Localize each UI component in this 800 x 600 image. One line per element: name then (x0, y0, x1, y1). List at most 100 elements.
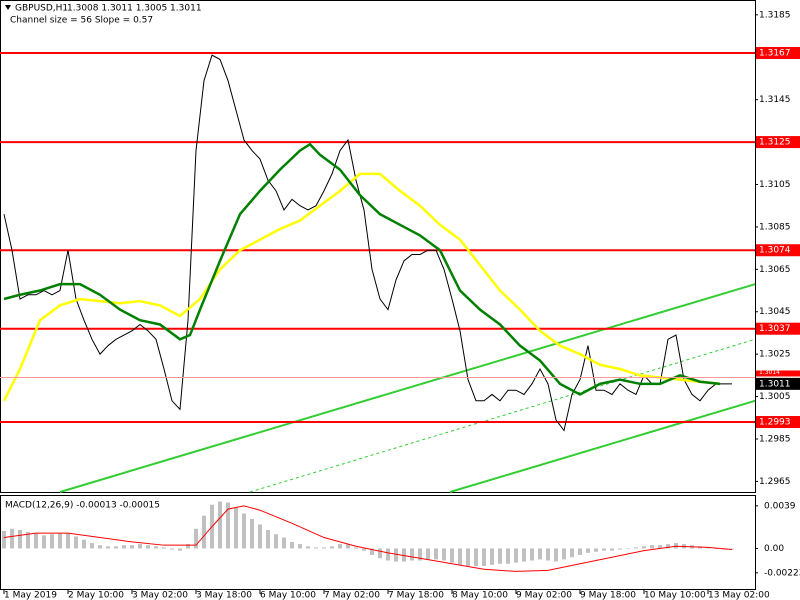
histogram-bar (26, 532, 30, 549)
signal-line (3, 505, 733, 572)
ohlc-text: 1.3008 1.3011 1.3005 1.3011 (67, 4, 202, 14)
price-line (3, 54, 732, 432)
main-frame (0, 0, 756, 493)
channel-info: Channel size = 56 Slope = 0.57 (10, 16, 153, 26)
y-tick-label: 1.3085 (759, 222, 791, 232)
histogram-bar (602, 548, 606, 551)
histogram-bar (586, 548, 590, 553)
histogram-bar (562, 548, 566, 560)
histogram-bar (706, 547, 710, 549)
histogram-bar (154, 546, 158, 549)
histogram-bar (402, 548, 406, 562)
y-tick-label: 1.3185 (759, 10, 791, 20)
histogram-bar (378, 548, 382, 559)
histogram-bar (530, 548, 534, 561)
histogram-bar (482, 548, 486, 566)
x-tick-label: 7 May 02:00 (324, 591, 380, 600)
histogram-bar (498, 548, 502, 564)
level-label-box (756, 244, 800, 257)
histogram-bar (298, 544, 302, 549)
histogram-bar (66, 533, 70, 549)
histogram-bar (666, 544, 670, 549)
histogram-bar (714, 548, 718, 549)
last-price-box (756, 377, 800, 390)
level-label: 1.3037 (759, 324, 791, 334)
histogram-bar (346, 544, 350, 549)
level-label: 1.3167 (759, 49, 791, 59)
histogram-bar (610, 548, 614, 551)
histogram-bar (410, 548, 414, 561)
level-label-box (756, 136, 800, 149)
histogram-bar (10, 528, 14, 549)
level-label-box (756, 322, 800, 335)
y-tick-label: 0.00 (764, 544, 784, 554)
x-tick-label: 7 May 18:00 (388, 591, 444, 600)
y-tick-label: 1.3105 (759, 180, 791, 190)
histogram-bar (122, 545, 126, 549)
histogram-bar (138, 544, 142, 549)
x-tick-label: 8 May 10:00 (452, 591, 508, 600)
trendline (59, 283, 756, 493)
y-tick-label: 0.0039 (764, 501, 796, 511)
histogram-bar (194, 528, 198, 549)
x-tick-label: 9 May 18:00 (580, 591, 636, 600)
histogram-bar (42, 535, 46, 549)
histogram-bar (90, 543, 94, 549)
histogram-bar (522, 548, 526, 562)
histogram-bar (434, 548, 438, 560)
histogram-bar (282, 537, 286, 549)
histogram-bar (338, 544, 342, 549)
level-label-box (756, 416, 800, 429)
histogram-bar (362, 548, 366, 551)
level-label: 1.2993 (759, 418, 791, 428)
histogram-bar (218, 501, 222, 549)
histogram-bar (242, 513, 246, 549)
moving-average (3, 142, 721, 396)
histogram-bar (426, 548, 430, 560)
histogram-bar (466, 548, 470, 566)
ask-label-box (756, 370, 800, 377)
x-tick-label: 10 May 10:00 (644, 591, 706, 600)
histogram-bar (594, 548, 598, 552)
x-tick-label: 9 May 02:00 (516, 591, 572, 600)
histogram-bar (130, 545, 134, 549)
y-tick-label: 1.3065 (759, 265, 791, 275)
histogram-bar (18, 529, 22, 549)
histogram-bar (306, 546, 310, 549)
histogram-bar (258, 524, 262, 549)
histogram-bar (2, 530, 6, 549)
last-price-label: 1.3011 (759, 379, 791, 389)
histogram-bar (506, 548, 510, 564)
x-tick-label: 2 May 10:00 (68, 591, 124, 600)
y-tick-label: 1.2965 (759, 477, 791, 487)
histogram-bar (178, 548, 182, 551)
histogram-bar (50, 534, 54, 549)
symbol-title: GBPUSD,H1 (15, 4, 68, 14)
symbol-icon (5, 5, 11, 10)
histogram-bar (274, 534, 278, 549)
histogram-bar (354, 547, 358, 549)
histogram-bar (106, 546, 110, 549)
histogram-bar (618, 548, 622, 550)
histogram-bar (98, 545, 102, 549)
ask-label: 1.3014 (759, 369, 780, 376)
histogram-bar (186, 544, 190, 549)
histogram-bar (658, 545, 662, 549)
histogram-bar (170, 548, 174, 550)
histogram-bar (554, 548, 558, 562)
histogram-bar (386, 548, 390, 561)
x-tick-label: 1 May 2019 (4, 591, 57, 600)
moving-average (2, 172, 721, 402)
histogram-bar (314, 547, 318, 549)
histogram-bar (442, 548, 446, 561)
level-label: 1.3125 (759, 138, 791, 148)
y-tick-label: 1.3005 (759, 392, 791, 402)
histogram-bar (418, 548, 422, 561)
y-tick-label: 1.2985 (759, 434, 791, 444)
histogram-bar (82, 539, 86, 549)
histogram-bar (474, 548, 478, 566)
level-label: 1.3074 (759, 246, 791, 256)
histogram-bar (626, 548, 630, 549)
histogram-bar (250, 518, 254, 549)
